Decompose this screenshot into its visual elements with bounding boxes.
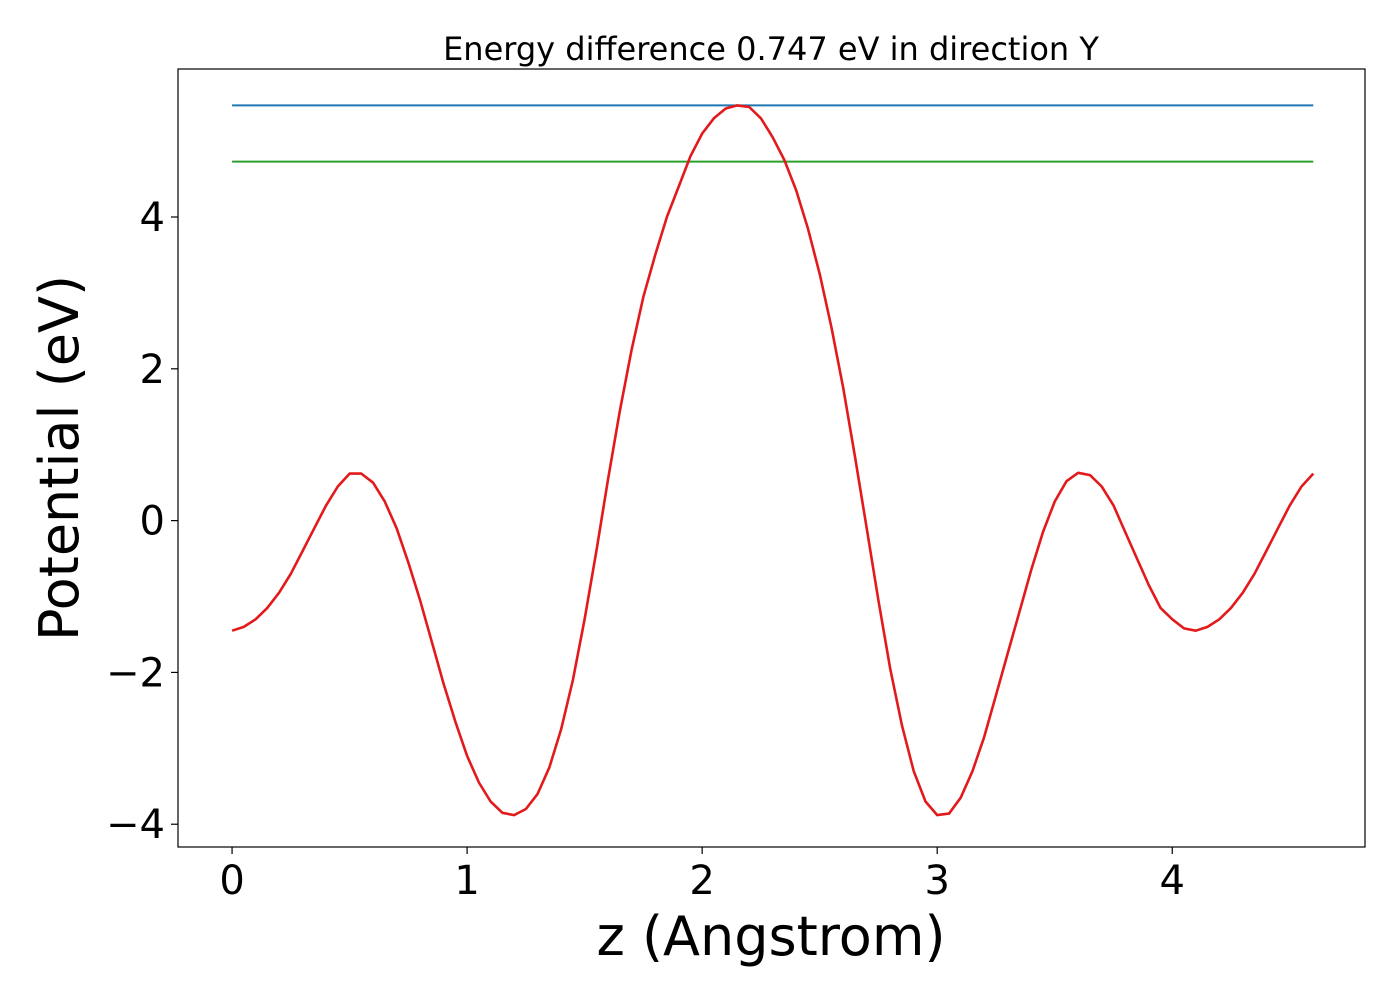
y-ticks: −4 −2 0 2 4 [106,195,178,848]
potential-line [231,104,1315,817]
x-axis-label: z (Angstrom) [596,905,945,968]
x-tick-label: 4 [1160,858,1185,904]
x-tick-label: 3 [924,858,949,904]
plot-frame [177,68,1366,848]
x-tick-label: 0 [219,858,244,904]
x-tick-label: 2 [689,858,714,904]
y-axis-label: Potential (eV) [28,275,91,641]
y-tick-label: −4 [106,802,165,848]
y-tick-label: 2 [140,347,165,393]
y-tick-label: −2 [106,650,165,696]
x-ticks: 0 1 2 3 4 [219,847,1185,904]
series-layer [231,104,1315,817]
y-tick-label: 0 [140,499,165,545]
y-tick-label: 4 [140,195,165,241]
x-tick-label: 1 [454,858,479,904]
chart-title: Energy difference 0.747 eV in direction … [443,30,1099,68]
